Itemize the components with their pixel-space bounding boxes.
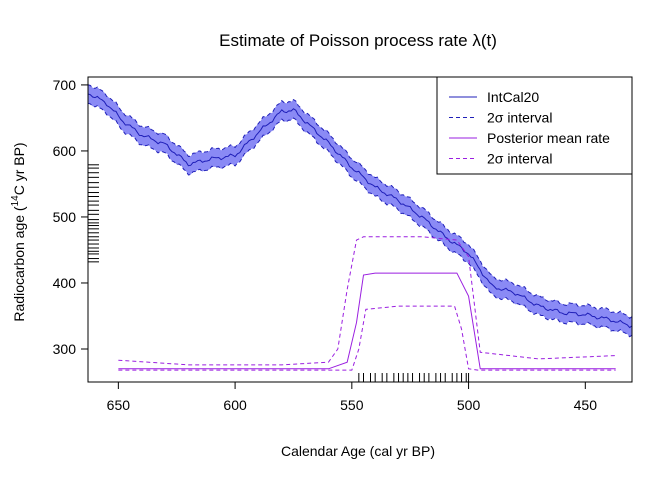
legend-label: IntCal20: [487, 89, 539, 105]
plot-frame: [87, 76, 633, 383]
legend-label: 2σ interval: [487, 151, 552, 167]
x-tick-label: 450: [574, 397, 598, 413]
posterior-rate-line: [118, 272, 616, 370]
x-tick-label: 500: [457, 397, 481, 413]
y-axis-label-tail: C yr BP): [11, 142, 27, 195]
axes: 650 600 550 500 450 300 400 500 600 700: [53, 76, 633, 413]
intcal-lower-2sigma-line: [88, 102, 632, 338]
y-tick-label: 700: [53, 77, 77, 93]
plot-area: [88, 84, 632, 382]
y-tick-label: 500: [53, 209, 77, 225]
y-axis-label-head: Radiocarbon age (: [11, 206, 27, 322]
y-tick-label: 400: [53, 275, 77, 291]
x-tick-label: 550: [340, 397, 364, 413]
rate-lower-2sigma-line: [118, 305, 616, 371]
intcal-band: [88, 84, 632, 337]
x-axis-label: Calendar Age (cal yr BP): [281, 443, 435, 459]
chart-title: Estimate of Poisson process rate λ(t): [219, 31, 497, 50]
plot-clipped-group: [88, 84, 632, 371]
rate-upper-2sigma-line: [118, 236, 616, 366]
y-axis-label-superscript: 14: [10, 195, 21, 207]
x-tick-label: 650: [107, 397, 131, 413]
legend: IntCal20 2σ interval Posterior mean rate 2σ…: [436, 76, 633, 175]
legend-label: 2σ interval: [487, 110, 552, 126]
x-tick-label: 600: [223, 397, 247, 413]
legend-box: [436, 76, 633, 175]
y-tick-label: 300: [53, 341, 77, 357]
y-axis-label: Radiocarbon age (14C yr BP): [10, 142, 27, 321]
y-tick-label: 600: [53, 143, 77, 159]
intcal-mean-line: [88, 93, 632, 329]
legend-label: Posterior mean rate: [487, 130, 610, 146]
intcal-upper-2sigma-line: [88, 84, 632, 319]
